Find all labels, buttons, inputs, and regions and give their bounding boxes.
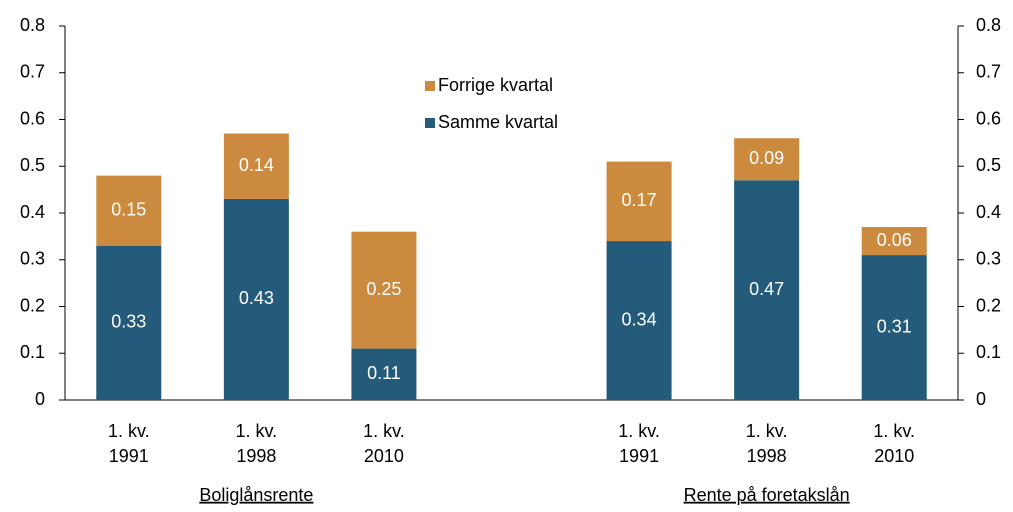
bar: [96, 245, 162, 400]
legend-swatch: [425, 81, 435, 91]
y-tick-label: 0.7: [20, 62, 45, 82]
y-tick-label: 0.5: [20, 155, 45, 175]
legend-label: Forrige kvartal: [438, 75, 553, 95]
y2-tick-label: 0.3: [976, 249, 1001, 269]
value-label: 0.09: [749, 148, 784, 168]
x-tick-label: 1. kv. 1998: [746, 421, 788, 466]
y2-tick-label: 0.4: [976, 202, 1001, 222]
value-label: 0.25: [366, 279, 401, 299]
bar: [351, 348, 417, 400]
y-tick-label: 0.6: [20, 108, 45, 128]
value-label: 0.43: [239, 288, 274, 308]
y2-tick-label: 0.1: [976, 342, 1001, 362]
y-tick-label: 0.1: [20, 342, 45, 362]
value-label: 0.14: [239, 155, 274, 175]
x-tick-label: 1. kv. 1998: [236, 421, 278, 466]
bar: [861, 255, 927, 400]
legend-swatch: [425, 118, 435, 128]
y2-tick-label: 0.6: [976, 108, 1001, 128]
value-label: 0.17: [622, 190, 657, 210]
bar: [351, 231, 417, 349]
x-tick-label: 1. kv. 2010: [873, 421, 915, 466]
y2-tick-label: 0.2: [976, 295, 1001, 315]
bar: [223, 133, 289, 199]
bar: [861, 227, 927, 256]
y2-tick-label: 0.7: [976, 62, 1001, 82]
value-label: 0.15: [111, 199, 146, 219]
bar: [734, 138, 800, 181]
y2-tick-label: 0: [976, 389, 986, 409]
bar: [96, 175, 162, 246]
value-label: 0.31: [877, 316, 912, 336]
y-tick-label: 0.4: [20, 202, 45, 222]
y2-tick-label: 0.8: [976, 15, 1001, 35]
value-label: 0.34: [622, 309, 657, 329]
x-tick-label: 1. kv. 1991: [108, 421, 150, 466]
y-tick-label: 0.3: [20, 249, 45, 269]
y2-tick-label: 0.5: [976, 155, 1001, 175]
y-tick-label: 0.2: [20, 295, 45, 315]
y-tick-label: 0: [35, 389, 45, 409]
x-tick-label: 1. kv. 2010: [363, 421, 405, 466]
x-tick-label: 1. kv. 1991: [618, 421, 660, 466]
bar: [606, 161, 672, 242]
bar: [734, 180, 800, 400]
y-tick-label: 0.8: [20, 15, 45, 35]
value-label: 0.06: [877, 230, 912, 250]
group-label: Boliglånsrente: [199, 485, 313, 505]
value-label: 0.47: [749, 279, 784, 299]
legend-label: Samme kvartal: [438, 112, 558, 132]
value-label: 0.11: [367, 363, 401, 383]
value-label: 0.33: [111, 312, 146, 332]
bar: [606, 241, 672, 400]
group-label: Rente på foretakslån: [684, 485, 850, 505]
bar: [223, 198, 289, 400]
